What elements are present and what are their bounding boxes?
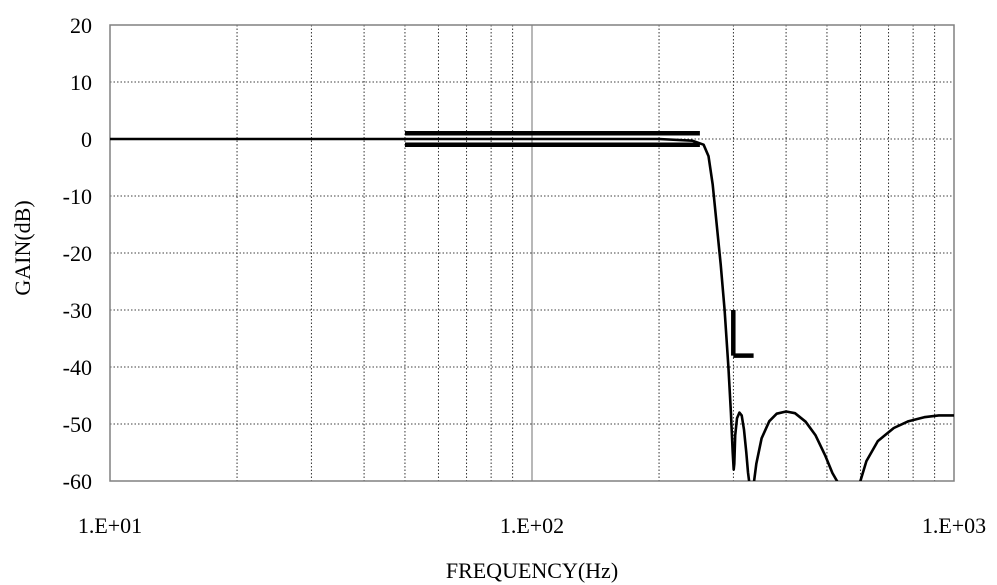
y-tick-label: -10 <box>63 184 92 209</box>
y-axis-label: GAIN(dB) <box>10 200 35 295</box>
y-tick-label: 20 <box>70 13 92 38</box>
series-lines <box>110 137 954 481</box>
gain-curve-segment <box>752 410 839 481</box>
y-tick-label: -20 <box>63 241 92 266</box>
x-tick-label: 1.E+01 <box>78 513 142 538</box>
y-tick-label: -30 <box>63 298 92 323</box>
x-tick-label: 1.E+02 <box>500 513 564 538</box>
spec-lines <box>405 131 754 358</box>
plot-frame <box>109 24 955 482</box>
x-axis-label: FREQUENCY(Hz) <box>446 558 618 583</box>
gain-curve-segment <box>859 414 954 481</box>
grid-lines <box>110 25 954 481</box>
x-tick-labels: 1.E+01 1.E+02 1.E+03 <box>78 513 986 538</box>
y-tick-label: -50 <box>63 412 92 437</box>
x-tick-label: 1.E+03 <box>922 513 986 538</box>
y-tick-label: -40 <box>63 355 92 380</box>
y-tick-label: 10 <box>70 70 92 95</box>
y-tick-labels: 20 10 0 -10 -20 -30 -40 -50 -60 <box>63 13 92 494</box>
y-tick-label: -60 <box>63 469 92 494</box>
gain-curve-segment <box>110 137 751 481</box>
y-tick-label: 0 <box>81 127 92 152</box>
